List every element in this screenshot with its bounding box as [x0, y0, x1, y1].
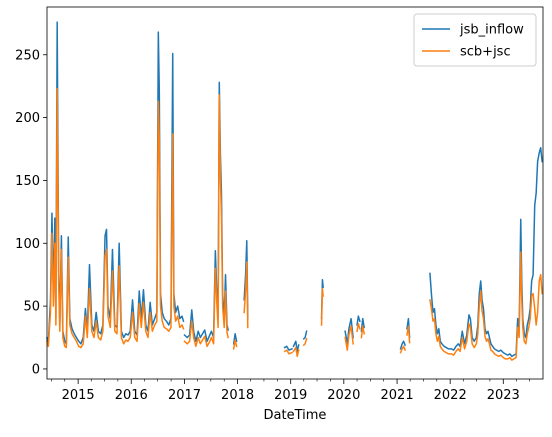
series-line-segment — [344, 317, 354, 345]
series-line-segment — [320, 287, 324, 326]
series-line-segment — [429, 147, 543, 358]
x-tick-label: 2021 — [381, 388, 414, 403]
series-line-segment — [356, 315, 361, 326]
series-line-segment — [283, 349, 293, 355]
series-line-segment — [360, 325, 366, 339]
y-tick-label: 150 — [15, 174, 40, 189]
y-tick-label: 100 — [15, 237, 40, 252]
series-jsb_inflow — [46, 21, 543, 358]
series-line-segment — [243, 261, 249, 329]
y-tick-label: 50 — [23, 300, 40, 315]
y-tick-label: 200 — [15, 111, 40, 126]
series-line-segment — [429, 251, 543, 361]
series-line-segment — [302, 330, 308, 340]
plot-frame — [46, 6, 544, 380]
series-line-segment — [292, 346, 300, 358]
legend-box — [413, 13, 537, 67]
axes-frame — [46, 6, 544, 380]
series-line-segment — [356, 322, 361, 333]
x-tick-label: 2023 — [487, 388, 520, 403]
series-line-segment — [232, 333, 238, 345]
x-tick-label: 2015 — [62, 388, 95, 403]
series-lines — [46, 21, 543, 361]
series-line-segment — [399, 340, 407, 350]
legend-label: scb+jsc — [460, 45, 511, 60]
series-line-segment — [283, 345, 293, 351]
y-tick-label: 0 — [32, 362, 40, 377]
x-axis-label: DateTime — [264, 408, 327, 423]
series-line-segment — [292, 340, 300, 353]
x-tick-label: 2017 — [168, 388, 201, 403]
x-tick-label: 2022 — [434, 388, 467, 403]
x-tick-label: 2016 — [115, 388, 148, 403]
series-line-segment — [302, 337, 308, 347]
series-line-segment — [183, 94, 230, 348]
series-line-segment — [46, 87, 185, 349]
series-line-segment — [344, 325, 354, 351]
axis-ticks: 0 50 100 150 200 250 2015 2016 2017 2018 2019 2020 2… — [15, 48, 530, 403]
y-tick-label: 250 — [15, 48, 40, 63]
x-tick-label: 2018 — [221, 388, 254, 403]
x-tick-label: 2019 — [274, 388, 307, 403]
series-line-segment — [399, 345, 407, 354]
series-line-segment — [232, 339, 238, 350]
series-line-segment — [406, 325, 411, 344]
legend: jsb_inflow scb+jsc — [413, 13, 537, 67]
series-scb+jsc — [46, 87, 543, 361]
series-line-segment — [360, 317, 366, 333]
x-tick-label: 2020 — [327, 388, 360, 403]
legend-label: jsb_inflow — [459, 23, 524, 38]
